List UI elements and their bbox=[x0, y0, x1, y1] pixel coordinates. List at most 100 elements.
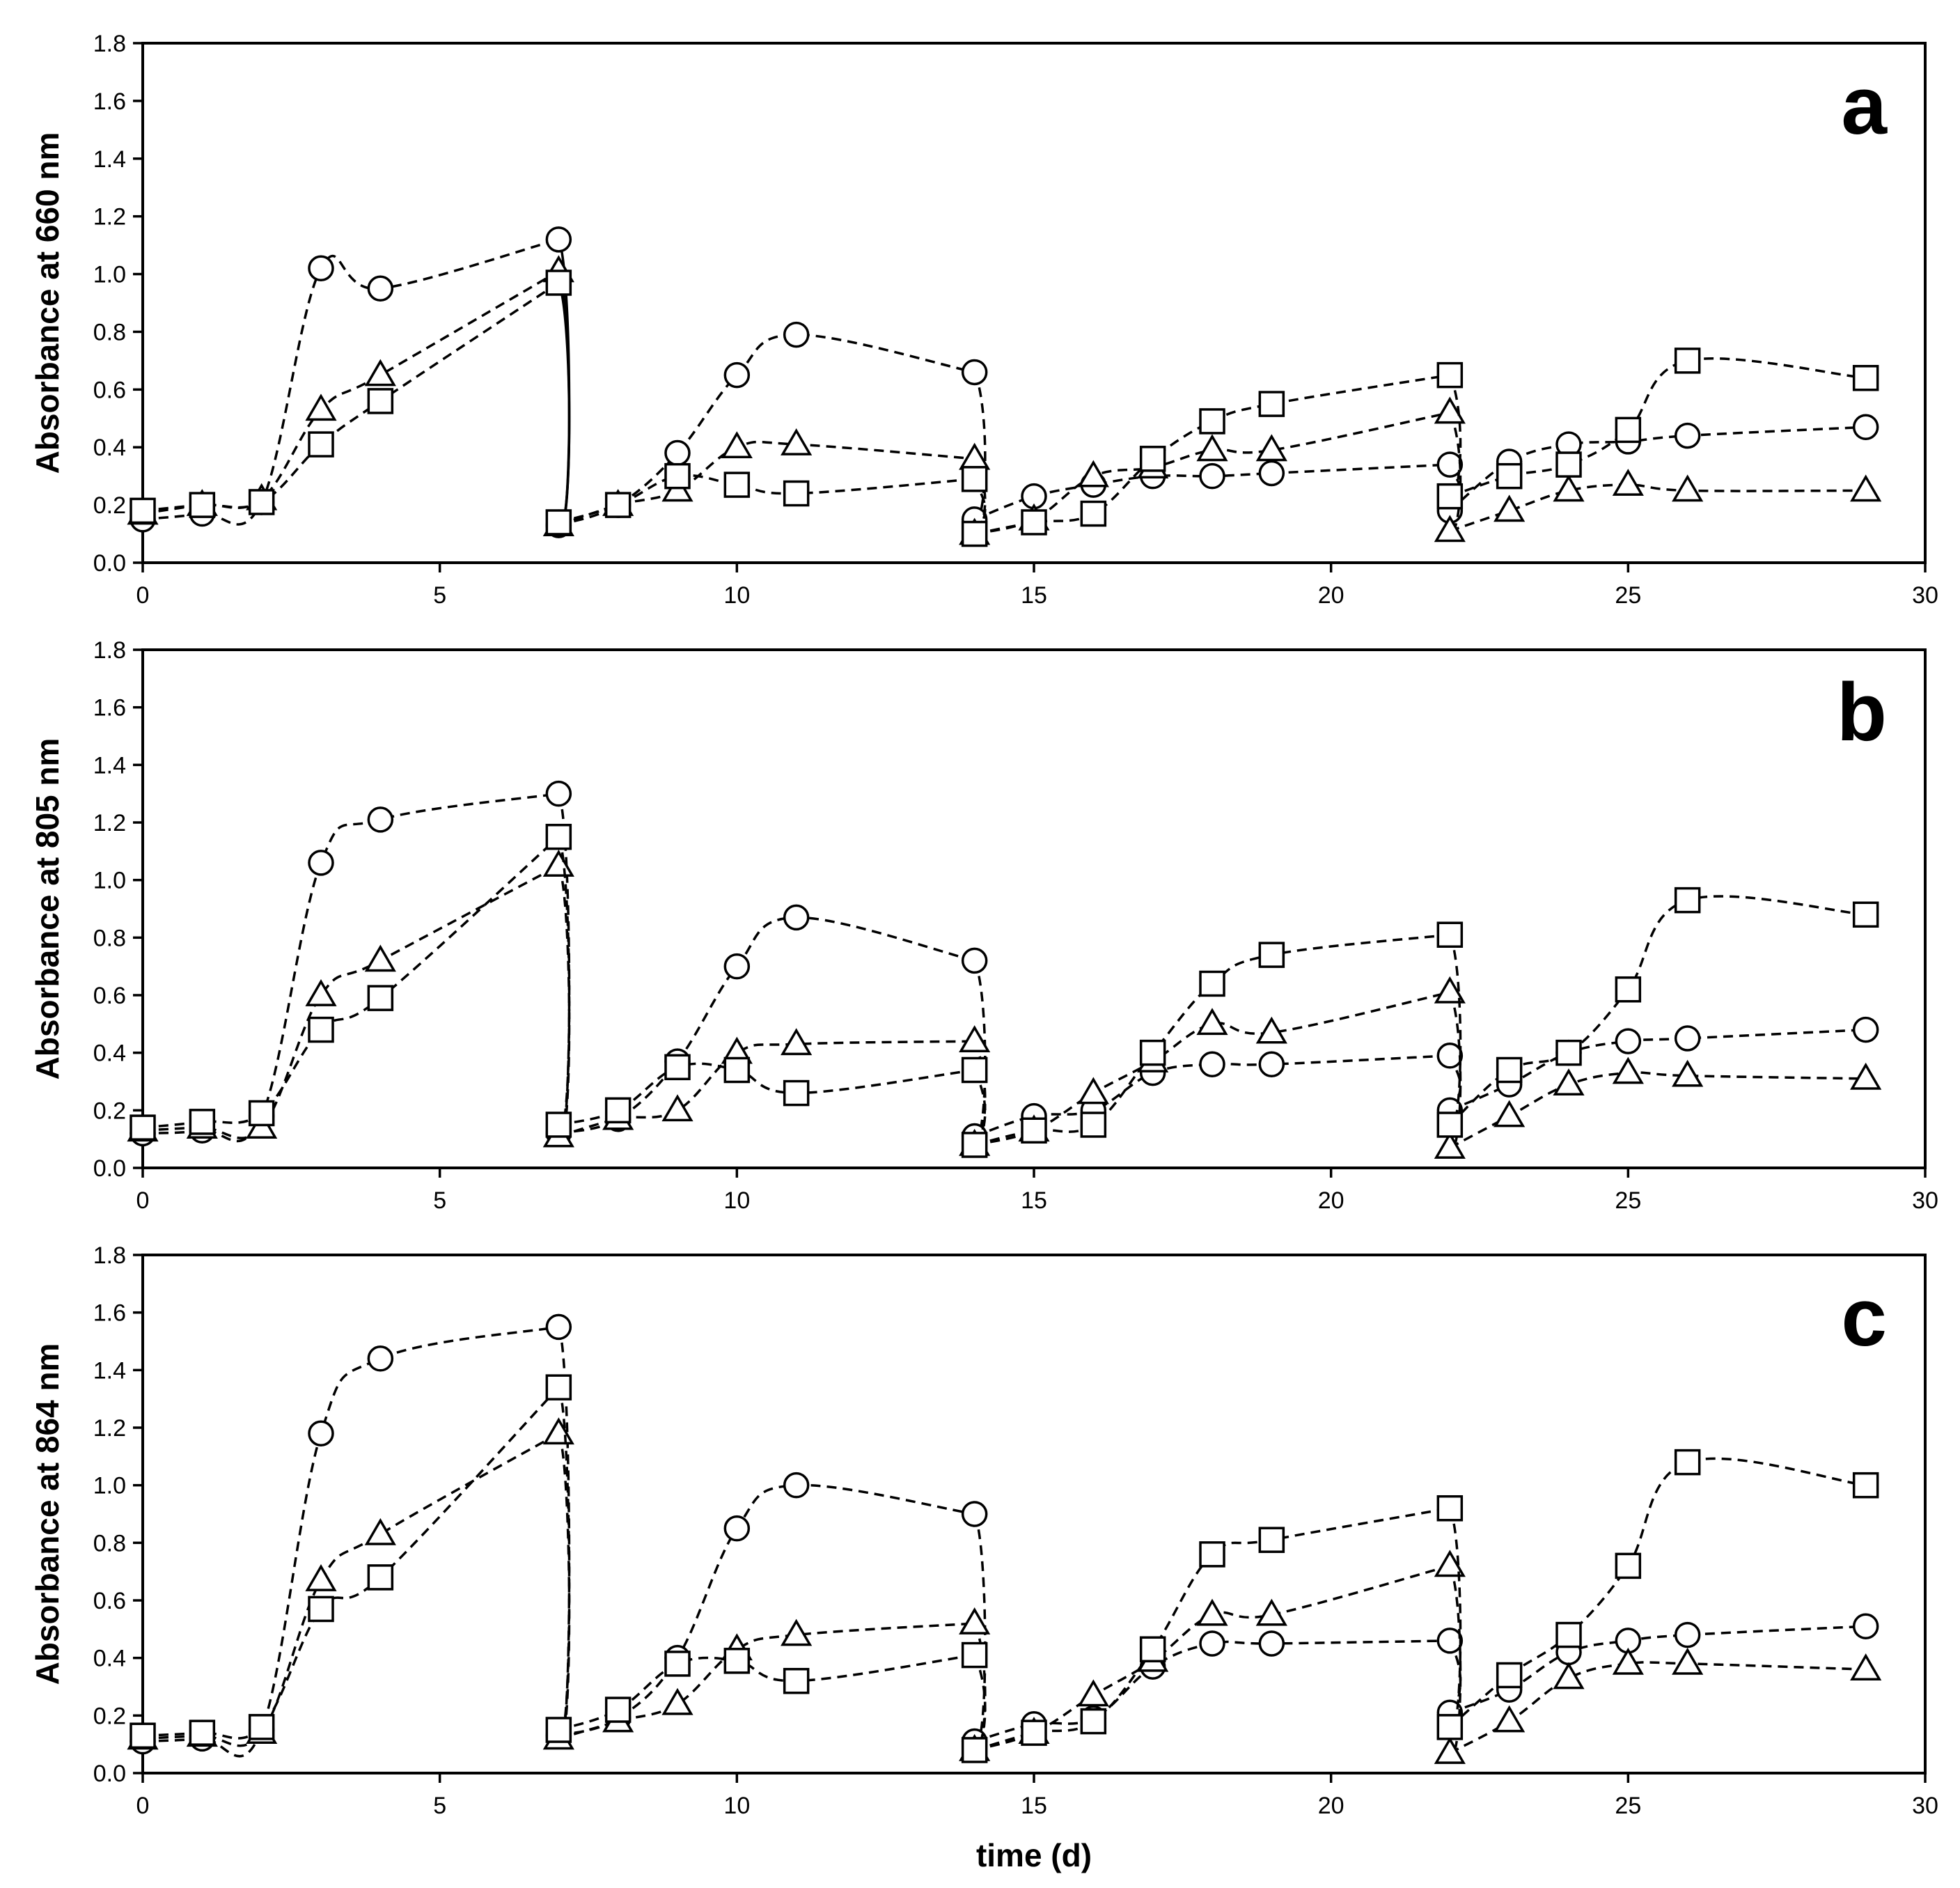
circle-marker bbox=[1258, 1630, 1285, 1657]
triangle-marker bbox=[1434, 1132, 1466, 1159]
circle-marker bbox=[1258, 460, 1285, 487]
circle-marker bbox=[545, 1313, 572, 1341]
x-tick-label: 25 bbox=[1615, 1187, 1641, 1214]
series-drop-line bbox=[557, 282, 571, 523]
circle-marker bbox=[1615, 1028, 1642, 1054]
square-marker bbox=[604, 1097, 632, 1124]
x-tick-label: 10 bbox=[723, 582, 750, 609]
triangle-marker bbox=[305, 1564, 337, 1591]
triangle-marker bbox=[1434, 515, 1466, 543]
series-line bbox=[558, 440, 975, 526]
circle-marker bbox=[1436, 1628, 1464, 1654]
circle-marker bbox=[783, 321, 810, 348]
series-line bbox=[142, 792, 559, 1143]
square-marker bbox=[1258, 942, 1285, 968]
series-line bbox=[558, 1483, 975, 1737]
circle-marker bbox=[545, 226, 572, 253]
triangle-marker bbox=[305, 393, 337, 421]
square-marker bbox=[545, 1374, 572, 1401]
x-tick-label: 10 bbox=[723, 1793, 750, 1819]
series-square bbox=[130, 270, 1879, 547]
square-marker bbox=[961, 1132, 988, 1158]
series-line bbox=[558, 1062, 975, 1126]
circle-marker bbox=[961, 1501, 988, 1527]
square-marker bbox=[961, 1737, 988, 1763]
circle-marker bbox=[1199, 1051, 1225, 1077]
y-tick-label: 1.6 bbox=[93, 1300, 126, 1327]
y-tick-label: 1.4 bbox=[93, 1357, 126, 1384]
y-tick-label: 0.6 bbox=[93, 983, 126, 1009]
circle-marker bbox=[961, 947, 988, 974]
circle-marker bbox=[1436, 1043, 1464, 1069]
triangle-marker bbox=[1077, 1679, 1109, 1707]
triangle-marker bbox=[1255, 1016, 1287, 1044]
y-axis-title: Absorbance at 805 nm bbox=[29, 738, 65, 1080]
square-marker bbox=[1555, 1039, 1582, 1066]
y-tick-label: 0.8 bbox=[93, 925, 126, 951]
square-marker bbox=[248, 489, 275, 515]
circle-marker bbox=[664, 439, 691, 467]
y-tick-label: 0.0 bbox=[93, 1155, 126, 1182]
square-marker bbox=[189, 492, 216, 518]
triangle-marker bbox=[1493, 1705, 1526, 1733]
circle-marker bbox=[1436, 451, 1464, 478]
square-marker bbox=[1674, 1449, 1701, 1476]
series-drop-line bbox=[1448, 934, 1462, 1125]
circle-marker bbox=[1199, 462, 1225, 490]
square-marker bbox=[723, 471, 751, 498]
square-marker bbox=[130, 497, 156, 524]
x-tick-label: 20 bbox=[1318, 582, 1344, 609]
triangle-marker bbox=[1196, 1598, 1228, 1626]
square-marker bbox=[1139, 446, 1166, 472]
x-tick-label: 15 bbox=[1021, 1793, 1047, 1819]
square-marker bbox=[961, 1056, 988, 1084]
triangle-marker bbox=[1434, 1737, 1466, 1764]
square-marker bbox=[1258, 1527, 1285, 1553]
x-tick-label: 30 bbox=[1912, 1187, 1938, 1214]
x-tick-label: 30 bbox=[1912, 582, 1938, 609]
y-tick-label: 1.4 bbox=[93, 752, 126, 779]
y-tick-label: 1.2 bbox=[93, 204, 126, 231]
square-marker bbox=[1852, 365, 1879, 391]
x-tick-label: 5 bbox=[433, 582, 446, 609]
square-marker bbox=[961, 466, 988, 492]
series-circle bbox=[130, 1313, 1879, 1758]
square-marker bbox=[248, 1100, 275, 1127]
series-drop-line bbox=[557, 793, 571, 1134]
y-tick-label: 1.0 bbox=[93, 1473, 126, 1499]
y-tick-label: 1.6 bbox=[93, 695, 126, 721]
square-marker bbox=[130, 1114, 156, 1141]
triangle-marker bbox=[1850, 1062, 1882, 1090]
square-marker bbox=[664, 462, 691, 490]
circle-marker bbox=[1674, 422, 1701, 449]
triangle-marker bbox=[1553, 1068, 1585, 1095]
square-marker bbox=[545, 1717, 572, 1743]
square-marker bbox=[367, 1564, 394, 1591]
circle-marker bbox=[723, 361, 751, 389]
triangle-marker bbox=[1077, 1077, 1109, 1105]
square-marker bbox=[367, 985, 394, 1011]
y-tick-label: 0.0 bbox=[93, 550, 126, 577]
series-circle bbox=[130, 780, 1879, 1150]
square-marker bbox=[367, 388, 394, 414]
x-tick-label: 30 bbox=[1912, 1793, 1938, 1819]
y-tick-label: 0.4 bbox=[93, 1040, 126, 1067]
circle-marker bbox=[723, 953, 751, 980]
y-tick-label: 0.2 bbox=[93, 1098, 126, 1124]
series-line bbox=[142, 1325, 559, 1758]
circle-marker bbox=[367, 275, 394, 302]
circle-marker bbox=[1852, 1613, 1879, 1639]
x-tick-label: 15 bbox=[1021, 582, 1047, 609]
triangle-marker bbox=[661, 1094, 693, 1122]
square-marker bbox=[545, 1111, 572, 1138]
y-axis-title: Absorbance at 660 nm bbox=[29, 132, 65, 474]
square-marker bbox=[545, 823, 572, 850]
triangle-marker bbox=[1077, 460, 1109, 487]
series-drop-line bbox=[557, 836, 571, 1125]
square-marker bbox=[1615, 976, 1642, 1003]
square-marker bbox=[1199, 1541, 1225, 1568]
series-line bbox=[142, 864, 560, 1139]
series-line bbox=[142, 238, 559, 526]
series-drop-line bbox=[1448, 1565, 1462, 1754]
